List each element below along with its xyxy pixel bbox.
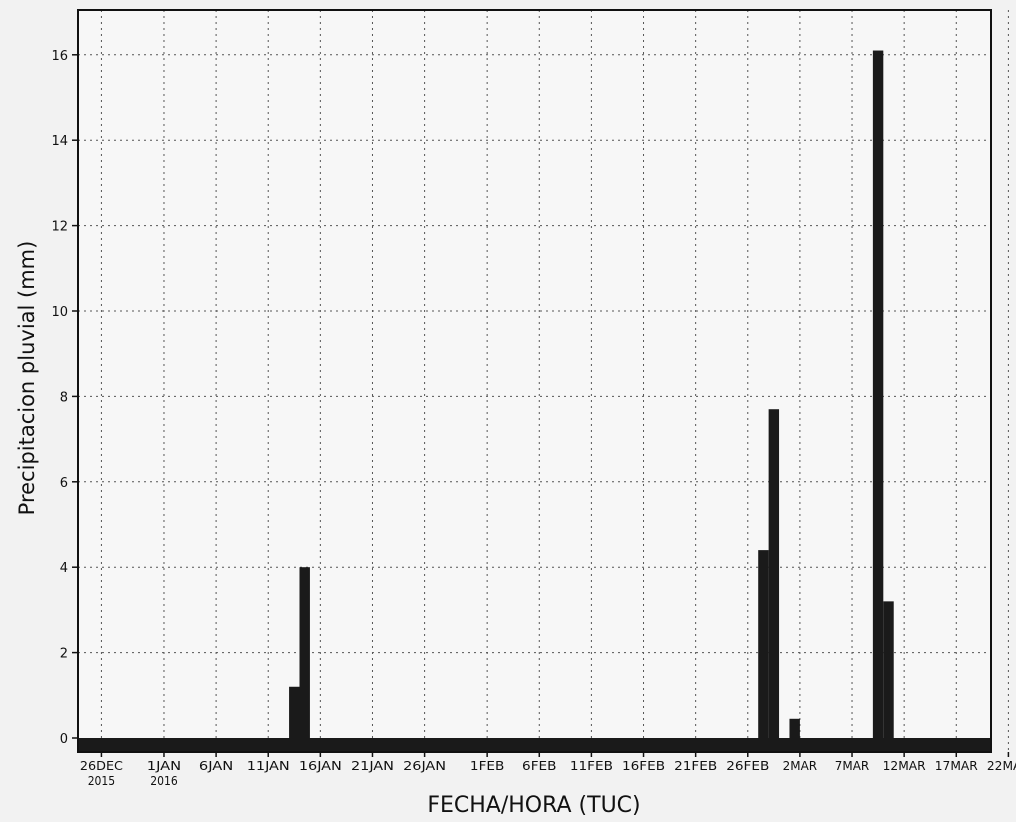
- plot-frame: [77, 9, 992, 753]
- y-tick-label: 12: [51, 220, 68, 235]
- x-tick-label: 17MAR: [935, 759, 979, 773]
- x-tick-label: 11JAN: [247, 759, 290, 773]
- bar: [883, 601, 894, 738]
- x-tick-label: 26JAN: [403, 759, 446, 773]
- bar: [768, 409, 780, 738]
- x-tick-label: 21JAN: [351, 759, 394, 773]
- x-tick-label: 6JAN: [199, 759, 233, 773]
- x-tick-label: 16FEB: [622, 759, 665, 773]
- x-tick-label-year: 2015: [88, 774, 115, 788]
- x-tick-label: 1JAN: [147, 759, 181, 773]
- x-tick-label: 26FEB: [726, 759, 769, 773]
- x-tick-label: 6FEB: [522, 759, 556, 773]
- bar: [872, 50, 884, 738]
- y-tick-label: 6: [60, 476, 68, 491]
- x-tick-label: 21FEB: [674, 759, 717, 773]
- x-tick-label-year: 2016: [150, 774, 178, 788]
- y-tick-label: 2: [60, 647, 68, 662]
- baseline-strip: [78, 738, 991, 752]
- y-tick-label: 16: [51, 49, 68, 64]
- y-tick-label: 14: [51, 134, 68, 149]
- plot-area: [78, 10, 991, 752]
- y-tick-label: 4: [60, 561, 68, 576]
- bar: [758, 550, 769, 738]
- y-axis-title: Precipitacion pluvial (mm): [15, 241, 39, 516]
- x-tick-label: 2MAR: [783, 759, 818, 773]
- x-tick-label: 16JAN: [299, 759, 342, 773]
- x-axis-title: FECHA/HORA (TUC): [427, 793, 640, 818]
- x-tick-label: 1FEB: [470, 759, 504, 773]
- x-tick-label: 22MAR: [987, 759, 1016, 773]
- x-tick-label: 11FEB: [570, 759, 613, 773]
- bar: [289, 686, 300, 738]
- y-tick-label: 10: [51, 305, 68, 320]
- x-tick-label: 26DEC: [80, 759, 123, 773]
- bar: [299, 567, 310, 738]
- y-tick-label: 0: [60, 732, 68, 747]
- x-tick-label: 7MAR: [835, 759, 870, 773]
- y-tick-label: 8: [60, 390, 68, 405]
- x-tick-label: 12MAR: [883, 759, 927, 773]
- bar: [789, 718, 800, 738]
